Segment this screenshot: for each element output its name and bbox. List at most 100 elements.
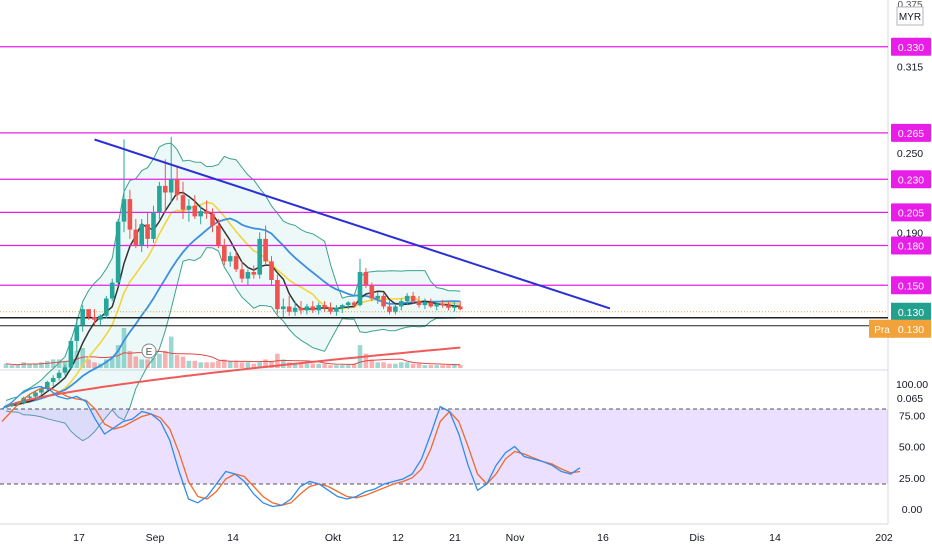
candle-body <box>139 224 144 246</box>
candle-body <box>133 229 139 246</box>
candle-body <box>104 298 109 316</box>
candle-body <box>210 213 215 226</box>
volume-bar <box>39 362 44 368</box>
stoch-band-fill <box>0 409 888 484</box>
level-label-bg <box>891 123 931 142</box>
volume-bar <box>263 359 268 368</box>
candle-body <box>222 245 227 262</box>
candle-body <box>127 199 133 230</box>
candle-body <box>204 211 209 214</box>
volume-bar <box>233 360 239 368</box>
currency-badge <box>896 6 924 26</box>
candle-body <box>410 295 416 302</box>
volume-bar <box>410 363 416 368</box>
volume-bar <box>174 355 180 368</box>
price-tick-label: 0.375 <box>897 0 922 11</box>
volume-bar <box>422 365 428 368</box>
time-tick-label: 14 <box>227 532 239 544</box>
volume-bar <box>115 345 121 368</box>
premarket-price-label-bg <box>891 319 931 338</box>
candle-body <box>174 179 180 196</box>
volume-bar <box>381 362 386 368</box>
volume-bar <box>281 359 286 368</box>
time-tick-label: 21 <box>449 532 461 544</box>
level-label: 0.205 <box>898 207 924 219</box>
ma-red-line <box>5 346 461 409</box>
candle-body <box>157 185 162 213</box>
candle-body <box>227 256 233 262</box>
volume-bar <box>121 328 127 368</box>
candle-body <box>452 306 457 308</box>
candle-body <box>180 195 186 210</box>
candle-body <box>168 179 174 193</box>
candle-body <box>322 305 327 308</box>
volume-bar <box>163 350 168 368</box>
candle-body <box>27 396 32 398</box>
volume-bar <box>227 360 233 368</box>
candle-body <box>115 221 121 283</box>
volume-bar <box>393 363 398 368</box>
candle-body <box>163 185 168 193</box>
candle-body <box>446 305 451 308</box>
volume-bar <box>21 362 26 368</box>
volume-ma-line <box>5 350 461 366</box>
bollinger-lower-line <box>5 247 461 442</box>
trend-line <box>94 138 611 310</box>
time-tick-label: 14 <box>769 532 781 544</box>
volume-bar <box>269 360 274 368</box>
price-tick-label: 0.065 <box>897 393 923 405</box>
candle-body <box>351 302 357 306</box>
level-label-bg <box>891 236 931 255</box>
candle-body <box>239 269 245 279</box>
stoch-d-line <box>1 387 581 506</box>
candle-body <box>334 307 339 312</box>
volume-bar <box>399 362 404 368</box>
volume-bar <box>62 360 68 368</box>
price-tick-label: 0.315 <box>897 62 923 74</box>
volume-bar <box>375 362 380 368</box>
volume-bar <box>298 363 304 368</box>
volume-bar <box>186 360 192 368</box>
candle-body <box>92 317 97 320</box>
candle-body <box>216 225 221 246</box>
price-tick-label: 0.190 <box>897 227 923 239</box>
volume-bar <box>216 360 221 368</box>
volume-bar <box>33 363 38 368</box>
candle-body <box>298 307 304 311</box>
candle-body <box>257 238 262 275</box>
candle-body <box>186 205 192 210</box>
volume-bar <box>304 363 310 368</box>
volume-bar <box>86 359 91 368</box>
volume-bar <box>340 365 345 368</box>
volume-bar <box>328 365 333 368</box>
candle-body <box>80 309 85 325</box>
volume-bar <box>168 336 174 368</box>
time-tick-label: 12 <box>392 532 404 544</box>
candle-body <box>381 295 386 307</box>
volume-bar <box>446 365 451 368</box>
volume-bar <box>204 362 209 368</box>
time-tick-label: Sep <box>146 532 165 544</box>
stoch-k-line <box>1 385 581 508</box>
candle-body <box>328 307 333 312</box>
candle-body <box>275 279 280 310</box>
candle-body <box>375 295 380 299</box>
volume-bar <box>434 365 439 368</box>
volume-bar <box>109 356 115 368</box>
candle-body <box>98 315 103 320</box>
volume-bar <box>292 363 298 368</box>
volume-bar <box>198 362 203 368</box>
candle-body <box>304 306 310 311</box>
candle-body <box>369 285 375 299</box>
volume-bar <box>458 365 463 368</box>
volume-bar <box>351 363 357 368</box>
candle-body <box>33 392 38 397</box>
volume-bar <box>251 363 257 368</box>
volume-bar <box>151 358 156 368</box>
time-tick-label: 16 <box>597 532 609 544</box>
candle-body <box>68 340 74 368</box>
premarket-price-label: 0.130 <box>898 324 924 336</box>
level-label: 0.330 <box>898 42 924 54</box>
volume-bar <box>180 356 186 368</box>
